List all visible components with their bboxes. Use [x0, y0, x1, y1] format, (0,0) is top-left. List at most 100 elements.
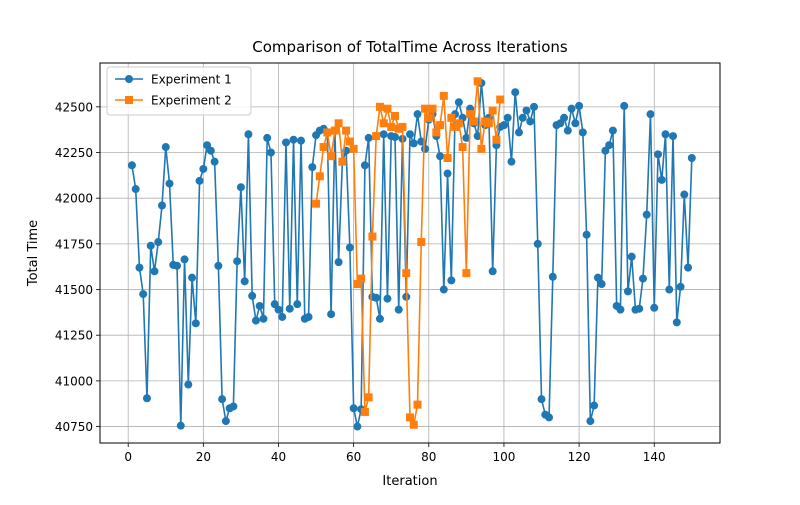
data-point — [462, 269, 471, 278]
data-point — [473, 77, 482, 86]
data-point — [263, 133, 272, 142]
data-point — [669, 132, 678, 141]
y-axis-ticks: 40750 41000 41250 41500 41750 42000 42250 42500 — [55, 100, 100, 434]
data-point — [135, 263, 144, 272]
data-point — [571, 119, 580, 128]
x-tick-label: 40 — [271, 450, 286, 464]
data-point — [387, 122, 396, 131]
data-point — [676, 282, 685, 291]
legend-marker — [125, 75, 133, 83]
data-point — [586, 417, 595, 426]
data-point — [360, 161, 369, 170]
data-point — [146, 241, 155, 250]
data-point — [608, 126, 617, 135]
data-point — [259, 314, 268, 323]
data-point — [514, 128, 523, 137]
data-point — [375, 102, 384, 111]
data-point — [390, 111, 399, 120]
data-point — [368, 232, 377, 241]
data-point — [327, 152, 336, 161]
data-point — [646, 110, 655, 119]
data-point — [484, 119, 493, 128]
y-tick-label: 42000 — [55, 192, 93, 206]
y-tick-label: 42500 — [55, 100, 93, 114]
data-point — [428, 104, 437, 113]
data-point — [443, 154, 452, 162]
data-point — [488, 267, 497, 276]
data-point — [349, 144, 358, 153]
data-point — [297, 136, 306, 145]
data-point — [353, 280, 362, 289]
x-tick-label: 120 — [568, 450, 591, 464]
legend-label: Experiment 2 — [151, 94, 232, 108]
data-point — [390, 132, 399, 141]
data-point — [345, 137, 354, 146]
data-point — [518, 113, 527, 122]
data-point — [436, 152, 445, 161]
data-point — [409, 420, 418, 429]
data-point — [578, 128, 587, 137]
x-tick-label: 140 — [643, 450, 666, 464]
data-point — [251, 316, 260, 325]
data-point — [255, 301, 264, 310]
y-axis-label: Total Time — [26, 220, 41, 287]
data-point — [293, 300, 302, 309]
data-point — [342, 126, 351, 135]
y-tick-label: 41750 — [55, 237, 93, 251]
data-point — [142, 394, 151, 403]
data-point — [334, 258, 343, 267]
data-point — [221, 417, 230, 426]
data-point — [327, 310, 336, 319]
data-point — [218, 395, 227, 404]
y-tick-label: 41000 — [55, 374, 93, 388]
plot-frame — [99, 62, 721, 444]
data-point — [233, 257, 242, 266]
x-axis-label: Iteration — [382, 474, 437, 489]
data-point — [545, 413, 554, 422]
data-point — [522, 106, 531, 115]
data-point — [161, 143, 170, 152]
data-point — [349, 404, 358, 413]
data-point — [563, 126, 572, 135]
data-point — [421, 104, 430, 113]
data-point — [672, 318, 681, 327]
data-point — [687, 154, 696, 162]
data-point — [139, 290, 148, 299]
legend-marker — [125, 96, 133, 104]
data-point — [616, 305, 625, 314]
data-point — [447, 276, 456, 285]
data-point — [654, 150, 662, 159]
data-point — [372, 132, 381, 141]
data-point — [229, 402, 238, 411]
data-point — [266, 148, 275, 157]
data-point — [406, 130, 414, 139]
data-point — [511, 88, 520, 97]
data-point — [360, 407, 369, 416]
data-point — [191, 319, 200, 328]
data-point — [383, 294, 392, 303]
data-point — [315, 172, 324, 181]
data-point — [492, 135, 501, 144]
data-point — [421, 144, 430, 153]
series-layer — [127, 77, 696, 431]
data-point — [620, 101, 629, 110]
data-point — [173, 261, 182, 270]
x-tick-label: 60 — [346, 450, 361, 464]
data-point — [575, 101, 584, 110]
legend-label: Experiment 1 — [151, 73, 232, 87]
data-point — [454, 119, 463, 128]
data-point — [657, 175, 666, 184]
data-point — [466, 110, 475, 119]
x-tick-label: 100 — [492, 450, 515, 464]
data-point — [236, 183, 245, 192]
data-point — [458, 143, 467, 152]
data-point — [330, 126, 339, 135]
data-point — [353, 422, 362, 431]
y-tick-label: 41250 — [55, 329, 93, 343]
data-point — [150, 267, 159, 276]
data-point — [623, 287, 632, 296]
data-point — [319, 143, 328, 152]
x-tick-label: 80 — [421, 450, 436, 464]
data-point — [439, 91, 448, 100]
